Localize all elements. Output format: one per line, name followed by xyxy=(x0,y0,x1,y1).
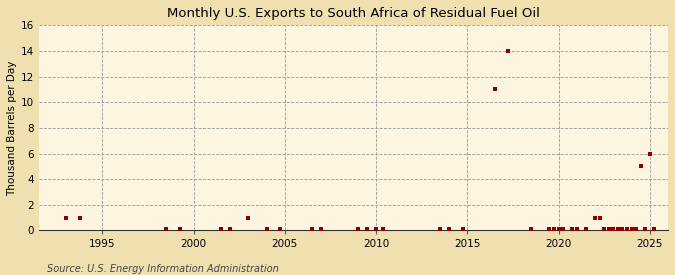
Point xyxy=(526,226,537,231)
Point xyxy=(352,226,363,231)
Point xyxy=(580,226,591,231)
Point xyxy=(362,226,373,231)
Point xyxy=(599,226,610,231)
Point xyxy=(225,226,236,231)
Point xyxy=(61,215,72,220)
Point xyxy=(371,226,381,231)
Point xyxy=(608,226,619,231)
Point xyxy=(649,226,659,231)
Point xyxy=(594,215,605,220)
Point xyxy=(544,226,555,231)
Point xyxy=(175,226,186,231)
Point xyxy=(567,226,578,231)
Point xyxy=(635,164,646,169)
Point xyxy=(603,226,614,231)
Point xyxy=(558,226,568,231)
Point xyxy=(612,226,623,231)
Point xyxy=(489,87,500,92)
Point xyxy=(74,215,85,220)
Title: Monthly U.S. Exports to South Africa of Residual Fuel Oil: Monthly U.S. Exports to South Africa of … xyxy=(167,7,540,20)
Point xyxy=(261,226,272,231)
Point xyxy=(458,226,468,231)
Point xyxy=(307,226,318,231)
Point xyxy=(378,226,389,231)
Point xyxy=(161,226,171,231)
Point xyxy=(275,226,286,231)
Point xyxy=(622,226,632,231)
Point xyxy=(640,226,651,231)
Point xyxy=(572,226,583,231)
Point xyxy=(443,226,454,231)
Point xyxy=(243,215,254,220)
Point xyxy=(435,226,446,231)
Point xyxy=(215,226,226,231)
Y-axis label: Thousand Barrels per Day: Thousand Barrels per Day xyxy=(7,60,17,196)
Point xyxy=(630,226,641,231)
Point xyxy=(617,226,628,231)
Point xyxy=(554,226,564,231)
Point xyxy=(590,215,601,220)
Point xyxy=(503,49,514,53)
Point xyxy=(549,226,560,231)
Point xyxy=(645,151,655,156)
Point xyxy=(626,226,637,231)
Point xyxy=(316,226,327,231)
Text: Source: U.S. Energy Information Administration: Source: U.S. Energy Information Administ… xyxy=(47,264,279,274)
